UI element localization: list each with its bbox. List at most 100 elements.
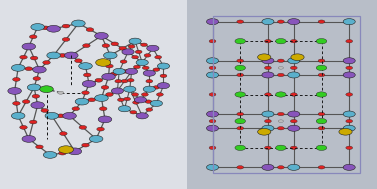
Circle shape (144, 54, 151, 57)
Circle shape (111, 88, 124, 94)
Circle shape (22, 100, 30, 104)
Circle shape (143, 86, 155, 92)
Circle shape (72, 20, 85, 27)
Circle shape (75, 98, 89, 105)
Circle shape (47, 25, 60, 32)
Circle shape (343, 125, 355, 131)
Circle shape (288, 125, 300, 131)
Circle shape (102, 73, 115, 80)
Circle shape (136, 60, 148, 66)
Circle shape (89, 136, 103, 142)
Circle shape (265, 146, 271, 149)
Circle shape (129, 38, 141, 44)
Circle shape (20, 55, 27, 59)
Circle shape (262, 19, 274, 25)
Circle shape (265, 40, 271, 43)
Circle shape (156, 93, 163, 96)
Circle shape (122, 70, 129, 73)
Circle shape (278, 120, 284, 122)
Circle shape (237, 112, 244, 116)
Circle shape (29, 35, 37, 39)
Circle shape (318, 59, 325, 62)
Circle shape (276, 145, 286, 150)
Circle shape (290, 93, 297, 96)
Circle shape (318, 127, 325, 130)
Circle shape (288, 72, 300, 78)
Circle shape (207, 125, 219, 131)
Circle shape (43, 152, 57, 158)
Circle shape (145, 100, 152, 103)
Circle shape (135, 50, 142, 53)
Circle shape (115, 80, 122, 83)
Circle shape (276, 92, 286, 97)
Circle shape (343, 111, 355, 117)
Circle shape (147, 45, 159, 51)
Circle shape (262, 125, 274, 131)
Circle shape (318, 20, 325, 23)
Circle shape (290, 146, 297, 149)
Circle shape (82, 81, 96, 87)
Circle shape (277, 59, 284, 62)
Circle shape (339, 129, 352, 135)
Circle shape (346, 93, 352, 96)
Circle shape (143, 70, 155, 76)
Circle shape (141, 93, 148, 96)
Circle shape (60, 132, 67, 136)
Circle shape (29, 120, 37, 124)
Circle shape (41, 109, 49, 112)
Circle shape (288, 111, 300, 117)
Circle shape (79, 63, 92, 70)
Circle shape (30, 56, 38, 60)
Circle shape (346, 66, 352, 70)
Circle shape (106, 93, 113, 96)
Circle shape (209, 40, 216, 43)
Circle shape (237, 59, 244, 62)
Circle shape (209, 93, 216, 96)
Circle shape (83, 44, 90, 48)
Circle shape (237, 73, 244, 77)
Circle shape (153, 86, 160, 89)
Circle shape (59, 53, 66, 57)
Circle shape (104, 52, 117, 59)
Circle shape (277, 127, 284, 130)
Circle shape (209, 119, 216, 123)
Circle shape (262, 72, 274, 78)
Circle shape (124, 86, 136, 92)
Circle shape (45, 112, 58, 119)
Bar (213, 16, 360, 173)
Circle shape (207, 164, 219, 170)
Circle shape (8, 88, 21, 94)
Circle shape (25, 67, 32, 71)
Circle shape (318, 73, 325, 77)
Circle shape (132, 93, 138, 96)
Circle shape (43, 61, 50, 64)
Circle shape (47, 52, 60, 59)
Circle shape (265, 93, 271, 96)
Circle shape (40, 86, 53, 93)
Circle shape (257, 129, 271, 135)
Circle shape (316, 65, 327, 70)
Circle shape (33, 66, 46, 73)
Circle shape (113, 68, 125, 74)
Circle shape (57, 114, 64, 118)
Circle shape (343, 58, 355, 64)
Circle shape (134, 97, 147, 103)
Circle shape (316, 92, 327, 97)
Circle shape (318, 166, 325, 169)
Circle shape (288, 164, 300, 170)
Circle shape (153, 68, 160, 71)
Circle shape (146, 80, 153, 83)
Circle shape (20, 125, 27, 129)
Circle shape (288, 19, 300, 25)
Circle shape (318, 112, 325, 116)
Circle shape (288, 58, 300, 64)
Circle shape (150, 100, 162, 106)
Circle shape (22, 136, 35, 142)
Circle shape (316, 145, 327, 150)
Circle shape (143, 66, 149, 70)
Circle shape (235, 39, 245, 44)
Circle shape (133, 101, 139, 104)
Circle shape (106, 64, 113, 68)
Circle shape (72, 107, 80, 111)
Circle shape (27, 84, 41, 91)
